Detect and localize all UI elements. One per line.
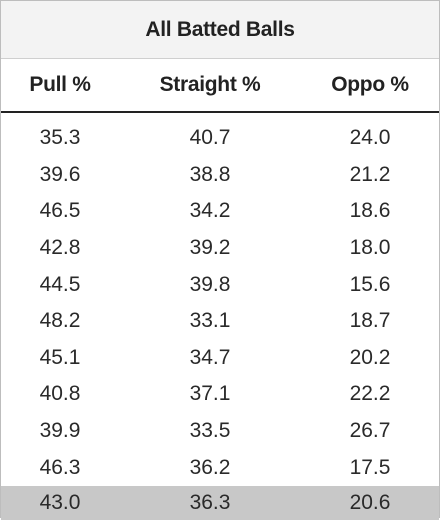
cell-pull: 46.5 (39, 199, 81, 223)
cell-pull: 35.3 (39, 126, 81, 150)
table-title: All Batted Balls (1, 1, 439, 59)
cell-straight: 40.7 (189, 126, 231, 150)
cell-straight: 37.1 (189, 382, 231, 406)
table-row: 45.1 34.7 20.2 (1, 340, 439, 377)
table-row: 44.5 39.8 15.6 (1, 266, 439, 303)
cell-oppo: 24.0 (349, 126, 391, 150)
cell-oppo: 17.5 (349, 455, 391, 479)
cell-straight: 34.7 (189, 345, 231, 369)
cell-oppo: 26.7 (349, 419, 391, 443)
cell-straight: 33.1 (189, 309, 231, 333)
cell-pull: 42.8 (39, 236, 81, 260)
cell-straight: 34.2 (189, 199, 231, 223)
cell-straight: 33.5 (189, 419, 231, 443)
table-row: 46.3 36.2 17.5 (1, 449, 439, 486)
total-straight: 36.3 (189, 490, 231, 514)
cell-oppo: 18.6 (349, 199, 391, 223)
cell-oppo: 20.2 (349, 345, 391, 369)
table-row: 46.5 34.2 18.6 (1, 193, 439, 230)
table-body: 35.3 40.7 24.0 39.6 38.8 21.2 46.5 34.2 … (1, 113, 439, 520)
cell-pull: 39.9 (39, 419, 81, 443)
cell-oppo: 15.6 (349, 272, 391, 296)
cell-oppo: 22.2 (349, 382, 391, 406)
header-pull: Pull % (29, 73, 91, 96)
table-row: 39.6 38.8 21.2 (1, 157, 439, 194)
cell-pull: 40.8 (39, 382, 81, 406)
header-row: Pull % Straight % Oppo % (1, 59, 439, 113)
table-row: 40.8 37.1 22.2 (1, 376, 439, 413)
cell-straight: 39.8 (189, 272, 231, 296)
header-oppo: Oppo % (331, 73, 409, 96)
cell-pull: 46.3 (39, 455, 81, 479)
cell-pull: 48.2 (39, 309, 81, 333)
header-straight: Straight % (159, 73, 261, 96)
table-row: 42.8 39.2 18.0 (1, 230, 439, 267)
table-row: 48.2 33.1 18.7 (1, 303, 439, 340)
table-row: 35.3 40.7 24.0 (1, 120, 439, 157)
cell-oppo: 21.2 (349, 162, 391, 186)
cell-pull: 39.6 (39, 162, 81, 186)
total-row: 43.0 36.3 20.6 (1, 485, 439, 520)
total-pull: 43.0 (39, 490, 81, 514)
cell-straight: 39.2 (189, 236, 231, 260)
table-row: 39.9 33.5 26.7 (1, 413, 439, 450)
cell-straight: 36.2 (189, 455, 231, 479)
cell-pull: 44.5 (39, 272, 81, 296)
cell-oppo: 18.7 (349, 309, 391, 333)
cell-oppo: 18.0 (349, 236, 391, 260)
cell-straight: 38.8 (189, 162, 231, 186)
cell-pull: 45.1 (39, 345, 81, 369)
total-oppo: 20.6 (349, 490, 391, 514)
